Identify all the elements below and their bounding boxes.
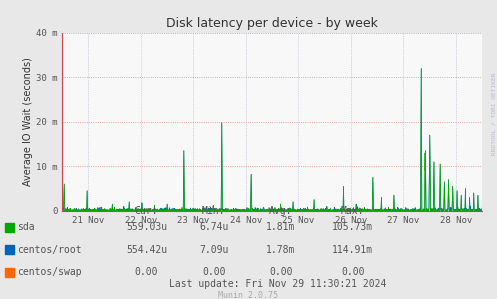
Text: Max:: Max:: [341, 206, 365, 216]
Text: 559.03u: 559.03u: [126, 222, 167, 232]
Text: centos/root: centos/root: [17, 245, 82, 255]
Text: centos/swap: centos/swap: [17, 267, 82, 277]
Text: 6.74u: 6.74u: [199, 222, 229, 232]
Text: sda: sda: [17, 222, 34, 232]
Text: 0.00: 0.00: [341, 267, 365, 277]
Text: 0.00: 0.00: [202, 267, 226, 277]
Text: 554.42u: 554.42u: [126, 245, 167, 255]
Y-axis label: Average IO Wait (seconds): Average IO Wait (seconds): [23, 57, 33, 186]
Text: Munin 2.0.75: Munin 2.0.75: [219, 291, 278, 299]
Text: Cur:: Cur:: [135, 206, 159, 216]
Text: Min:: Min:: [202, 206, 226, 216]
Text: 105.73m: 105.73m: [332, 222, 373, 232]
Text: 1.81m: 1.81m: [266, 222, 296, 232]
Text: Last update: Fri Nov 29 11:30:21 2024: Last update: Fri Nov 29 11:30:21 2024: [169, 279, 386, 289]
Text: 7.09u: 7.09u: [199, 245, 229, 255]
Text: 1.78m: 1.78m: [266, 245, 296, 255]
Title: Disk latency per device - by week: Disk latency per device - by week: [166, 17, 378, 30]
Text: Avg:: Avg:: [269, 206, 293, 216]
Text: 0.00: 0.00: [135, 267, 159, 277]
Text: 114.91m: 114.91m: [332, 245, 373, 255]
Text: 0.00: 0.00: [269, 267, 293, 277]
Text: RRDTOOL / TOBI OETIKER: RRDTOOL / TOBI OETIKER: [491, 72, 496, 155]
